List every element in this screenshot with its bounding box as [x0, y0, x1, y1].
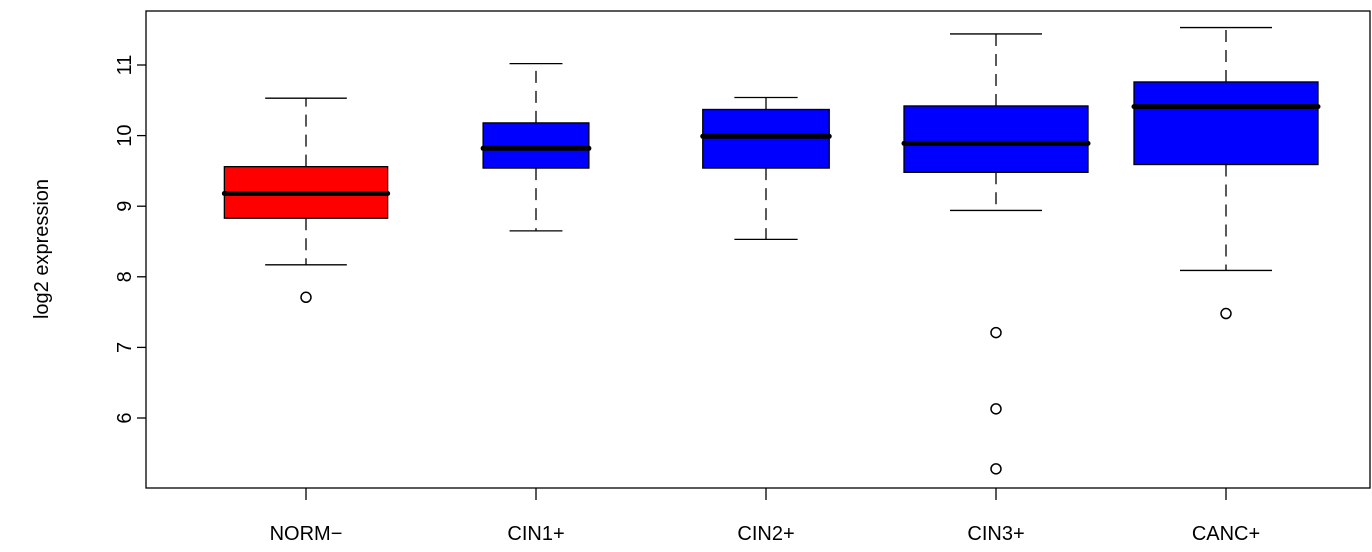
iqr-box: [1133, 81, 1319, 166]
y-tick-label: 8: [114, 271, 136, 282]
y-axis-title: log2 expression: [31, 179, 53, 319]
iqr-box: [482, 122, 590, 169]
x-tick-label: CIN1+: [507, 523, 564, 545]
plot-frame: [145, 10, 1371, 489]
iqr-box: [903, 105, 1089, 173]
y-tick-label: 10: [114, 124, 136, 146]
box-4: [1131, 26, 1321, 320]
outlier-point: [990, 463, 1002, 475]
x-tick-label: CANC+: [1192, 523, 1260, 545]
outlier-point: [990, 326, 1002, 339]
y-tick-label: 11: [114, 55, 136, 76]
x-tick-label: CIN2+: [737, 523, 794, 545]
box-0: [221, 97, 391, 304]
y-tick-label: 7: [114, 342, 136, 353]
x-tick-label: NORM−: [270, 523, 343, 545]
boxes: [221, 26, 1321, 475]
outlier-point: [990, 403, 1002, 415]
y-tick-label: 9: [114, 201, 136, 212]
outlier-point: [300, 291, 312, 304]
box-3: [901, 33, 1091, 475]
outlier-point: [1220, 307, 1232, 320]
box-1: [480, 62, 592, 232]
box-2: [700, 96, 832, 241]
x-axis: NORM− CIN1+ CIN2+ CIN3+ CANC+: [270, 488, 1260, 545]
y-axis: 6 7 8 9 10 11: [114, 55, 146, 424]
x-tick-label: CIN3+: [967, 523, 1024, 545]
y-tick-label: 6: [114, 412, 136, 423]
